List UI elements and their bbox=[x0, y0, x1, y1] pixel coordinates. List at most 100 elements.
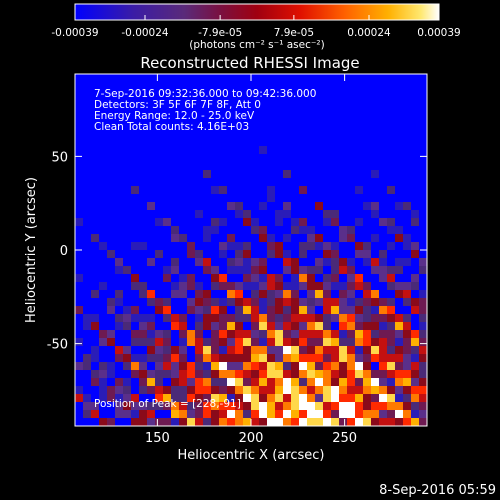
heatmap-cell bbox=[411, 146, 420, 155]
heatmap-cell bbox=[251, 314, 260, 323]
heatmap-cell bbox=[75, 114, 84, 123]
heatmap-cell bbox=[403, 386, 412, 395]
heatmap-cell bbox=[315, 194, 324, 203]
heatmap-cell bbox=[75, 194, 84, 203]
heatmap-cell bbox=[163, 418, 172, 426]
heatmap-cell bbox=[75, 170, 84, 179]
heatmap-cell bbox=[235, 210, 244, 219]
heatmap-cell bbox=[171, 418, 180, 426]
heatmap-cell bbox=[267, 346, 276, 355]
heatmap-cell bbox=[331, 330, 340, 339]
heatmap-cell bbox=[363, 410, 372, 419]
heatmap-cell bbox=[155, 330, 164, 339]
heatmap-cell bbox=[195, 322, 204, 331]
heatmap-cell bbox=[395, 418, 404, 426]
heatmap-cell bbox=[315, 234, 324, 243]
heatmap-cell bbox=[323, 314, 332, 323]
heatmap-cell bbox=[187, 330, 196, 339]
heatmap-cell bbox=[203, 386, 212, 395]
heatmap-cell bbox=[363, 282, 372, 291]
heatmap-cell bbox=[123, 370, 132, 379]
heatmap-cell bbox=[339, 338, 348, 347]
heatmap-cell bbox=[267, 122, 276, 131]
heatmap-cell bbox=[339, 274, 348, 283]
heatmap-cell bbox=[259, 186, 268, 195]
heatmap-cell bbox=[267, 322, 276, 331]
heatmap-cell bbox=[107, 378, 116, 387]
heatmap-cell bbox=[411, 378, 420, 387]
heatmap-cell bbox=[347, 234, 356, 243]
heatmap-cell bbox=[131, 322, 140, 331]
heatmap-cell bbox=[387, 186, 396, 195]
heatmap-cell bbox=[243, 338, 252, 347]
heatmap-cell bbox=[363, 362, 372, 371]
heatmap-cell bbox=[131, 218, 140, 227]
heatmap-cell bbox=[363, 394, 372, 403]
heatmap-cell bbox=[363, 74, 372, 83]
heatmap-cell bbox=[275, 218, 284, 227]
heatmap-cell bbox=[155, 402, 164, 411]
heatmap-cell bbox=[339, 418, 348, 426]
heatmap-cell bbox=[379, 322, 388, 331]
heatmap-cell bbox=[147, 202, 156, 211]
heatmap-cell bbox=[339, 410, 348, 419]
heatmap-cell bbox=[195, 410, 204, 419]
heatmap-cell bbox=[363, 418, 372, 426]
heatmap-cell bbox=[155, 154, 164, 163]
heatmap-cell bbox=[371, 290, 380, 299]
heatmap-cell bbox=[187, 314, 196, 323]
heatmap-cell bbox=[155, 210, 164, 219]
heatmap-cell bbox=[283, 282, 292, 291]
heatmap-cell bbox=[99, 274, 108, 283]
heatmap-cell bbox=[99, 170, 108, 179]
heatmap-cell bbox=[187, 90, 196, 99]
heatmap-cell bbox=[203, 370, 212, 379]
heatmap-cell bbox=[347, 90, 356, 99]
heatmap-cell bbox=[267, 370, 276, 379]
heatmap-cell bbox=[91, 330, 100, 339]
heatmap-cell bbox=[315, 162, 324, 171]
heatmap-cell bbox=[283, 138, 292, 147]
heatmap-cell bbox=[243, 314, 252, 323]
heatmap-cell bbox=[131, 394, 140, 403]
heatmap-cell bbox=[387, 210, 396, 219]
heatmap-cell bbox=[179, 266, 188, 275]
heatmap-cell bbox=[99, 202, 108, 211]
heatmap-cell bbox=[107, 402, 116, 411]
heatmap-cell bbox=[275, 186, 284, 195]
heatmap-cell bbox=[291, 306, 300, 315]
heatmap-cell bbox=[211, 74, 220, 83]
heatmap-cell bbox=[339, 322, 348, 331]
heatmap-cell bbox=[299, 362, 308, 371]
colorbar-tick-label: -7.9e-05 bbox=[198, 27, 242, 39]
heatmap-cell bbox=[347, 290, 356, 299]
heatmap-cell bbox=[171, 170, 180, 179]
heatmap-cell bbox=[363, 378, 372, 387]
heatmap-cell bbox=[187, 258, 196, 267]
heatmap-cell bbox=[251, 162, 260, 171]
heatmap-cell bbox=[379, 226, 388, 235]
heatmap-cell bbox=[379, 154, 388, 163]
heatmap-cell bbox=[107, 306, 116, 315]
heatmap-cell bbox=[227, 298, 236, 307]
heatmap-cell bbox=[187, 338, 196, 347]
heatmap-cell bbox=[403, 242, 412, 251]
heatmap-cell bbox=[259, 370, 268, 379]
heatmap-cell bbox=[275, 82, 284, 91]
heatmap-cell bbox=[179, 378, 188, 387]
heatmap-cell bbox=[171, 314, 180, 323]
heatmap-cell bbox=[363, 162, 372, 171]
heatmap-cell bbox=[379, 402, 388, 411]
heatmap-cell bbox=[187, 226, 196, 235]
heatmap-cell bbox=[115, 162, 124, 171]
heatmap-cell bbox=[403, 402, 412, 411]
y-tick-label: 0 bbox=[60, 244, 68, 259]
heatmap-cell bbox=[83, 146, 92, 155]
heatmap-cell bbox=[395, 114, 404, 123]
heatmap-cell bbox=[307, 90, 316, 99]
heatmap-cell bbox=[395, 162, 404, 171]
heatmap-cell bbox=[139, 170, 148, 179]
heatmap-cell bbox=[243, 402, 252, 411]
heatmap-cell bbox=[123, 226, 132, 235]
heatmap-cell bbox=[403, 186, 412, 195]
